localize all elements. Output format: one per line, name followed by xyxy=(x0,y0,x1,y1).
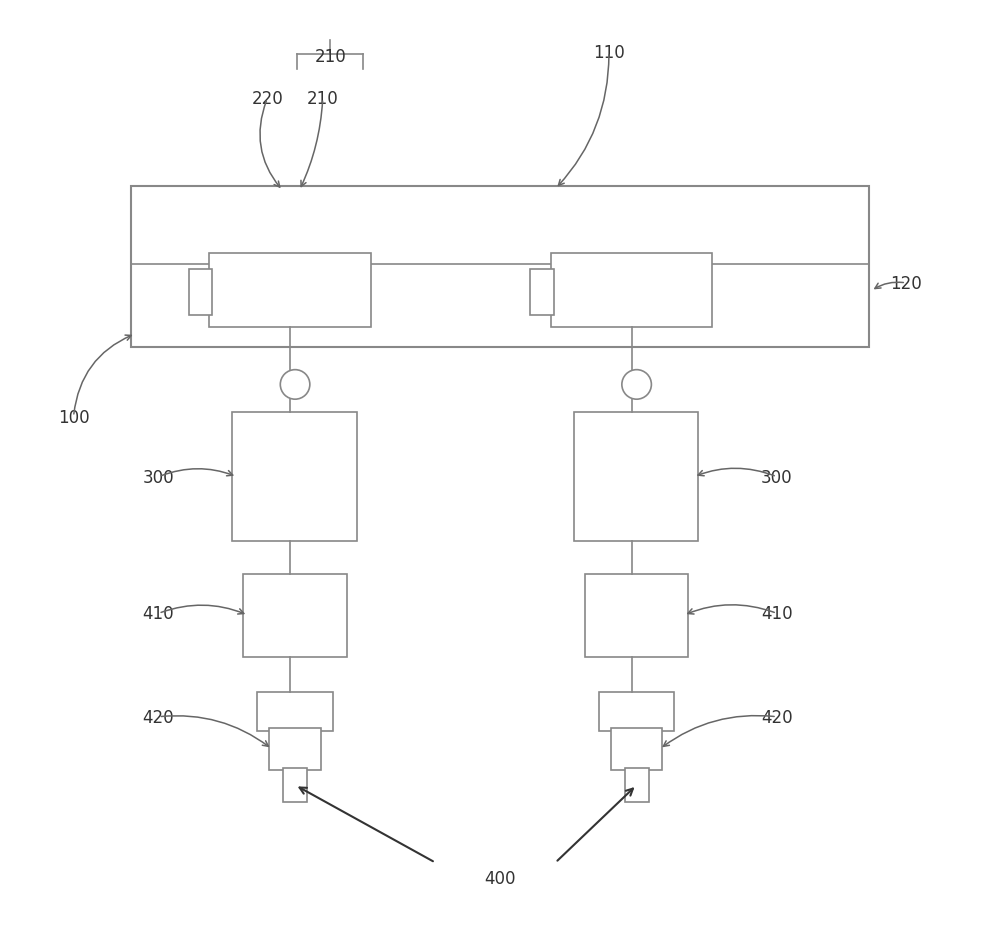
Circle shape xyxy=(622,371,651,400)
Circle shape xyxy=(280,371,310,400)
Bar xyxy=(611,728,662,770)
Bar xyxy=(269,728,321,770)
Text: 210: 210 xyxy=(307,90,339,109)
Text: 300: 300 xyxy=(143,468,174,486)
Bar xyxy=(530,270,554,315)
Bar xyxy=(243,574,347,657)
Text: 400: 400 xyxy=(484,870,516,887)
Bar xyxy=(599,692,674,731)
Text: 210: 210 xyxy=(314,48,346,66)
Bar xyxy=(551,254,712,328)
Text: 100: 100 xyxy=(58,408,89,426)
Text: 110: 110 xyxy=(593,44,625,62)
Text: 420: 420 xyxy=(143,708,174,726)
Bar xyxy=(283,768,307,802)
Bar xyxy=(574,413,698,542)
Bar xyxy=(257,692,333,731)
Bar xyxy=(209,254,371,328)
Bar xyxy=(189,270,212,315)
Bar xyxy=(232,413,357,542)
Bar xyxy=(625,768,649,802)
Bar xyxy=(585,574,688,657)
Text: 220: 220 xyxy=(252,90,283,109)
Text: 410: 410 xyxy=(761,605,793,622)
Text: 300: 300 xyxy=(761,468,793,486)
Text: 120: 120 xyxy=(890,274,922,293)
Text: 420: 420 xyxy=(761,708,793,726)
Text: 410: 410 xyxy=(143,605,174,622)
Bar xyxy=(131,187,869,348)
